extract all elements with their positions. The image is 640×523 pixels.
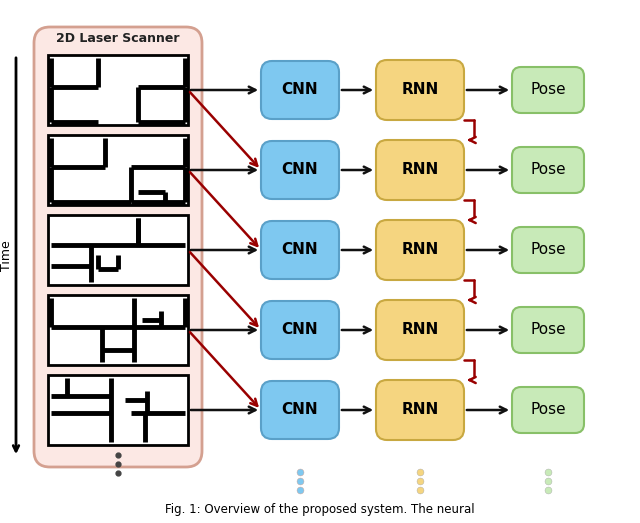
Text: CNN: CNN bbox=[282, 403, 318, 417]
FancyBboxPatch shape bbox=[512, 227, 584, 273]
FancyBboxPatch shape bbox=[261, 221, 339, 279]
FancyBboxPatch shape bbox=[261, 381, 339, 439]
FancyBboxPatch shape bbox=[261, 141, 339, 199]
Text: Pose: Pose bbox=[530, 403, 566, 417]
Text: CNN: CNN bbox=[282, 163, 318, 177]
Bar bbox=[48, 55, 188, 125]
Bar bbox=[48, 375, 188, 445]
Bar bbox=[48, 135, 188, 205]
FancyBboxPatch shape bbox=[376, 140, 464, 200]
FancyBboxPatch shape bbox=[512, 147, 584, 193]
Text: CNN: CNN bbox=[282, 243, 318, 257]
Text: Pose: Pose bbox=[530, 83, 566, 97]
Text: Fig. 1: Overview of the proposed system. The neural: Fig. 1: Overview of the proposed system.… bbox=[165, 503, 475, 516]
Text: RNN: RNN bbox=[401, 83, 438, 97]
FancyBboxPatch shape bbox=[512, 307, 584, 353]
Text: Time: Time bbox=[0, 241, 13, 271]
Text: Pose: Pose bbox=[530, 163, 566, 177]
FancyBboxPatch shape bbox=[376, 380, 464, 440]
Text: RNN: RNN bbox=[401, 403, 438, 417]
FancyBboxPatch shape bbox=[512, 67, 584, 113]
FancyBboxPatch shape bbox=[376, 60, 464, 120]
Text: 2D Laser Scanner: 2D Laser Scanner bbox=[56, 32, 180, 46]
Text: RNN: RNN bbox=[401, 163, 438, 177]
Text: CNN: CNN bbox=[282, 323, 318, 337]
FancyBboxPatch shape bbox=[261, 61, 339, 119]
Text: RNN: RNN bbox=[401, 323, 438, 337]
Text: Pose: Pose bbox=[530, 243, 566, 257]
Bar bbox=[48, 215, 188, 285]
Text: Pose: Pose bbox=[530, 323, 566, 337]
FancyBboxPatch shape bbox=[34, 27, 202, 467]
FancyBboxPatch shape bbox=[261, 301, 339, 359]
FancyBboxPatch shape bbox=[376, 220, 464, 280]
Bar bbox=[48, 295, 188, 365]
Text: CNN: CNN bbox=[282, 83, 318, 97]
FancyBboxPatch shape bbox=[512, 387, 584, 433]
FancyBboxPatch shape bbox=[376, 300, 464, 360]
Text: RNN: RNN bbox=[401, 243, 438, 257]
